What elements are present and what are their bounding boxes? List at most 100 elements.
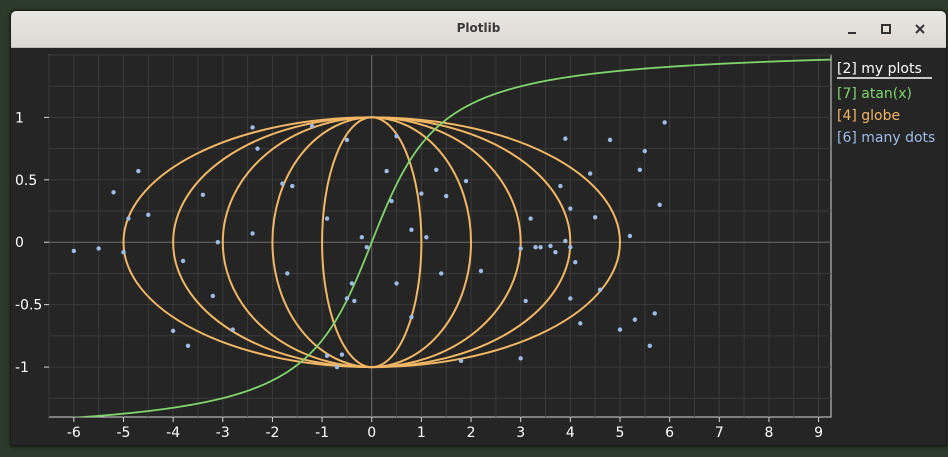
dot-point xyxy=(71,248,77,254)
dot-point xyxy=(662,120,667,125)
dot-point xyxy=(568,206,573,211)
dot-point xyxy=(458,358,464,364)
plot-frame xyxy=(48,54,832,418)
dot-point xyxy=(394,281,399,286)
x-tick-label: 5 xyxy=(616,425,625,441)
legend-item-atan: [7] atan(x) xyxy=(837,86,912,102)
legend: [2] my plots [7] atan(x) [4] globe [6] m… xyxy=(837,61,935,146)
title-bar[interactable]: Plotlib xyxy=(11,11,946,48)
dot-point xyxy=(334,364,340,370)
dot-point xyxy=(607,137,613,143)
dot-point xyxy=(587,171,593,176)
dot-point xyxy=(657,202,662,207)
x-tick-label: -3 xyxy=(216,425,230,441)
dot-point xyxy=(250,231,255,236)
dot-point xyxy=(568,245,573,250)
dot-point xyxy=(126,216,131,221)
dot-point xyxy=(409,227,414,232)
dot-point xyxy=(652,311,657,316)
dot-point xyxy=(290,183,295,189)
x-tick-label: 2 xyxy=(467,425,476,441)
dot-point xyxy=(136,168,141,174)
dot-point xyxy=(180,258,186,264)
dot-point xyxy=(518,356,523,361)
dot-point xyxy=(424,235,429,240)
dot-point xyxy=(563,238,568,244)
legend-title: [2] my plots xyxy=(837,61,922,77)
dot-point xyxy=(578,321,583,326)
x-tick-label: -5 xyxy=(116,425,130,441)
dot-point xyxy=(558,183,563,189)
dot-point xyxy=(434,167,439,173)
dot-point xyxy=(111,190,116,195)
y-tick-labels: -1 -0.5 0 0.5 1 xyxy=(15,110,42,376)
dot-point xyxy=(384,168,389,174)
dot-point xyxy=(518,246,523,251)
x-tick-label: 1 xyxy=(417,425,426,441)
dot-point xyxy=(478,268,484,274)
dot-point xyxy=(344,296,350,301)
dot-point xyxy=(419,191,424,196)
y-tick-label: 0 xyxy=(15,235,24,251)
dot-point xyxy=(647,343,652,349)
dot-point xyxy=(324,216,330,221)
dot-point xyxy=(463,178,469,184)
dot-point xyxy=(632,317,638,322)
x-tick-label: 7 xyxy=(715,425,724,441)
legend-item-dots: [6] many dots xyxy=(837,130,935,146)
dot-point xyxy=(523,298,528,304)
maximize-icon[interactable] xyxy=(877,20,895,38)
y-tick-label: 1 xyxy=(15,110,24,126)
dot-point xyxy=(538,245,543,250)
axis-ticks xyxy=(44,116,820,422)
zero-axes xyxy=(49,55,831,417)
dot-point xyxy=(146,212,151,217)
dot-point xyxy=(309,123,315,129)
dot-point xyxy=(359,235,364,240)
dot-point xyxy=(185,343,191,349)
x-tick-label: -1 xyxy=(315,425,329,441)
dot-point xyxy=(215,240,221,245)
chart-canvas: -6 -5 -4 -3 -2 -1 0 1 2 3 4 5 6 7 8 9 -1 -0.5 0 0.5 1 [2] m… xyxy=(15,54,935,441)
dot-point xyxy=(210,293,216,299)
dot-point xyxy=(444,193,449,199)
dot-point xyxy=(597,287,603,292)
x-tick-label: 6 xyxy=(665,425,674,441)
dot-point xyxy=(642,148,648,154)
x-tick-label: 3 xyxy=(516,425,525,441)
dot-point xyxy=(170,328,176,334)
dot-point xyxy=(533,245,538,250)
dot-point xyxy=(553,250,558,255)
close-icon[interactable] xyxy=(911,20,929,38)
y-tick-label: -0.5 xyxy=(15,298,42,314)
dot-point xyxy=(121,250,126,255)
x-tick-label: -2 xyxy=(265,425,279,441)
x-tick-label: 8 xyxy=(764,425,773,441)
x-tick-label: 9 xyxy=(814,425,823,441)
minimize-icon[interactable] xyxy=(843,20,861,38)
dot-point xyxy=(573,260,578,265)
dot-point xyxy=(627,233,633,239)
y-tick-label: -1 xyxy=(15,360,29,376)
dot-point xyxy=(344,137,350,143)
dot-point xyxy=(528,216,533,221)
globe-series xyxy=(122,116,621,369)
legend-item-globe: [4] globe xyxy=(837,108,900,124)
x-tick-label: 4 xyxy=(566,425,575,441)
dot-point xyxy=(439,271,444,276)
dots-series xyxy=(71,120,667,370)
globe-ellipse xyxy=(321,116,423,369)
atan-series xyxy=(70,58,831,417)
x-tick-label: -4 xyxy=(166,425,180,441)
dot-point xyxy=(617,327,623,332)
x-tick-labels: -6 -5 -4 -3 -2 -1 0 1 2 3 4 5 6 7 8 9 xyxy=(67,425,823,441)
dot-point xyxy=(250,125,255,130)
dot-point xyxy=(255,146,260,151)
dot-point xyxy=(568,296,573,301)
dot-point xyxy=(592,215,598,220)
dot-point xyxy=(280,181,285,186)
dot-point xyxy=(637,167,643,173)
dot-point xyxy=(324,353,330,359)
dot-point xyxy=(200,192,206,198)
dot-point xyxy=(96,246,101,251)
